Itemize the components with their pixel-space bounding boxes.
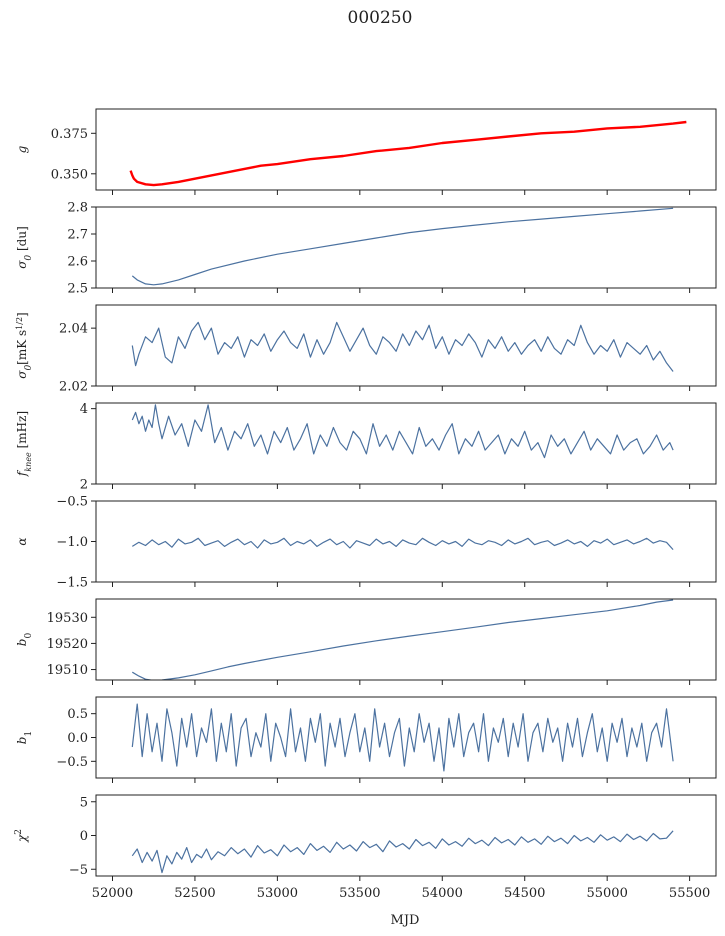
- y-tick-label: −0.5: [56, 755, 88, 770]
- panel-7: −5 0 5 χ2: [14, 794, 717, 881]
- panel-1: 2.5 2.6 2.7 2.8 σ0 [du]: [15, 201, 717, 297]
- y-tick-label: −1.5: [56, 576, 88, 591]
- y-tick-label: 2.6: [67, 255, 88, 270]
- x-tick-label: 53000: [257, 886, 298, 901]
- y-tick-label: 0.375: [51, 127, 88, 142]
- y-tick-label: 0.350: [51, 167, 88, 182]
- series-line-6-0: [131, 703, 674, 772]
- y-axis-label-3: fknee [mHz]: [15, 411, 33, 477]
- series-line-2-0: [131, 321, 674, 372]
- y-tick-label: 2.8: [67, 201, 88, 216]
- series-line-4-0: [131, 537, 674, 551]
- y-tick-label: 2: [80, 478, 88, 493]
- panel-frame: [95, 402, 717, 485]
- panel-frame: [95, 304, 717, 387]
- panel-frame: [95, 696, 717, 779]
- x-tick-label: 52000: [92, 886, 133, 901]
- panel-4: −1.5 −1.0 −0.5 α: [15, 495, 717, 591]
- y-tick-label: −0.5: [56, 495, 88, 510]
- panel-frame: [95, 598, 717, 681]
- x-tick-label: 54500: [504, 886, 545, 901]
- y-tick-label: 19520: [47, 637, 88, 652]
- panel-6: −0.5 0.0 0.5 b1: [15, 696, 717, 783]
- panels: 0.350 0.375 g 2.5 2.6 2.7 2.8 σ0 [du] 2.02 2.04 σ0…: [14, 108, 717, 881]
- y-tick-label: 19510: [47, 663, 88, 678]
- series-line-3-0: [131, 404, 674, 459]
- y-tick-label: 19530: [47, 611, 88, 626]
- y-tick-label: 0: [80, 829, 88, 844]
- panel-2: 2.02 2.04 σ0[mK s1/2]: [15, 304, 717, 395]
- series-line-0-1: [129, 120, 687, 187]
- y-tick-label: 5: [80, 795, 88, 810]
- panel-frame: [95, 108, 717, 191]
- y-axis-label-0: g: [15, 145, 29, 153]
- x-tick-label: 52500: [174, 886, 215, 901]
- panel-3: 2 4 fknee [mHz]: [15, 402, 717, 493]
- y-tick-label: 2.7: [67, 228, 88, 243]
- y-axis-label-1: σ0 [du]: [15, 226, 34, 269]
- y-axis-label-2: σ0[mK s1/2]: [15, 312, 35, 379]
- y-tick-label: 2.5: [67, 282, 88, 297]
- panel-5: 19510 19520 19530 b0: [15, 598, 717, 685]
- series-line-1-0: [131, 207, 674, 286]
- y-axis-label-4: α: [15, 537, 29, 545]
- y-tick-label: 2.04: [59, 322, 88, 337]
- x-tick-label: 55500: [669, 886, 710, 901]
- x-tick-label: 53500: [339, 886, 380, 901]
- panel-frame: [95, 500, 717, 583]
- y-tick-label: −5: [69, 863, 88, 878]
- y-tick-label: 0.5: [67, 707, 88, 722]
- y-axis-label-7: χ2: [14, 829, 29, 843]
- y-tick-label: −1.0: [56, 535, 88, 550]
- figure-title: 000250: [348, 8, 413, 28]
- series-line-5-0: [131, 599, 674, 680]
- y-tick-label: 2.02: [59, 380, 88, 395]
- x-axis: 52000 52500 53000 53500 54000 54500 55000 55500: [92, 886, 710, 901]
- y-tick-label: 4: [80, 402, 88, 417]
- y-axis-label-5: b0: [15, 633, 34, 647]
- panel-frame: [95, 206, 717, 289]
- x-tick-label: 54000: [422, 886, 463, 901]
- x-tick-label: 55000: [586, 886, 627, 901]
- x-axis-label: MJD: [391, 913, 420, 928]
- series-line-7-0: [131, 830, 674, 874]
- y-axis-label-6: b1: [15, 731, 34, 744]
- panel-frame: [95, 794, 717, 877]
- y-tick-label: 0.0: [67, 731, 88, 746]
- panel-0: 0.350 0.375 g: [15, 108, 717, 195]
